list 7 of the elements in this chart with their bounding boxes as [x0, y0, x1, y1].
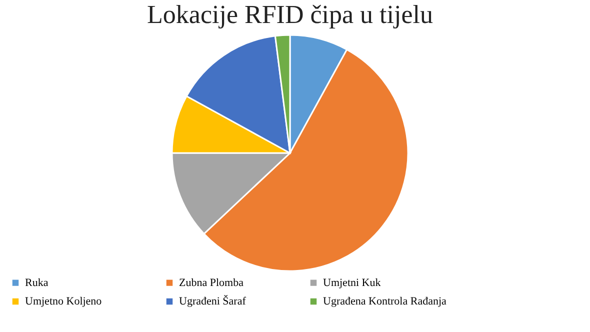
legend-label: Ugrađena Kontrola Rađanja	[323, 296, 447, 308]
legend-label: Zubna Plomba	[179, 276, 244, 289]
legend-label: Ruka	[25, 276, 48, 289]
legend-label: Umjetno Koljeno	[25, 296, 102, 308]
chart-title: Lokacije RFID čipa u tijelu	[147, 0, 433, 29]
legend-label: Umjetni Kuk	[323, 276, 382, 289]
legend-label: Ugrađeni Šaraf	[179, 294, 246, 308]
